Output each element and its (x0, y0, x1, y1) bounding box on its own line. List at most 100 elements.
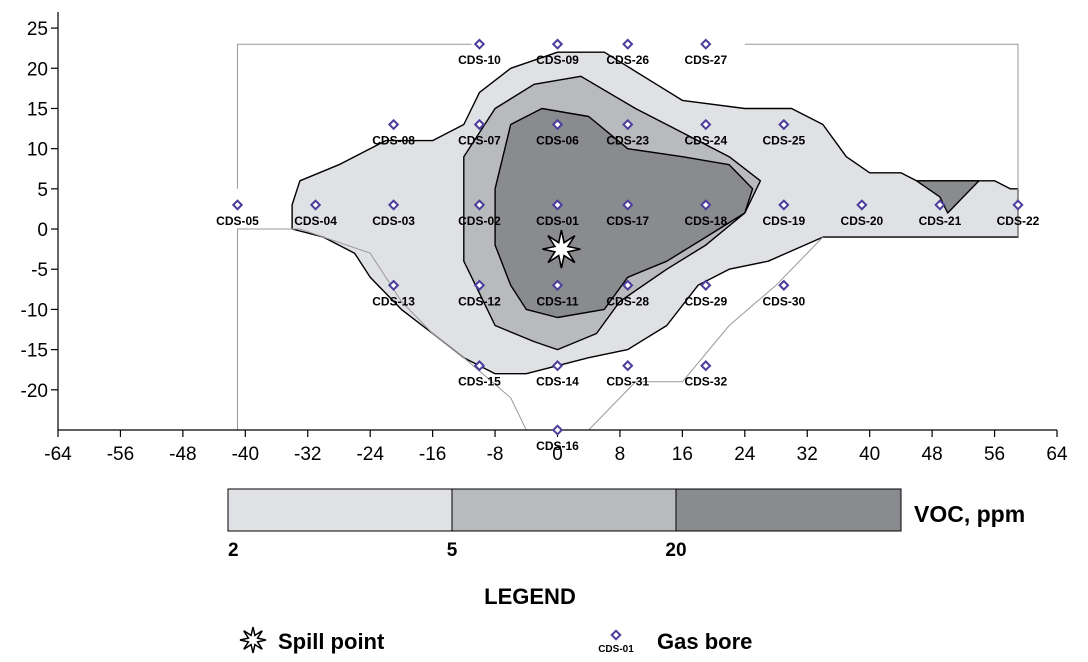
y-tick-label: -20 (21, 381, 48, 402)
bore-marker (473, 199, 486, 211)
gas-bore: CDS-03 (372, 199, 415, 228)
bore-marker (551, 199, 564, 211)
gas-bore: CDS-01 (536, 199, 579, 228)
legend-bore-label: Gas bore (657, 629, 752, 654)
gas-bore: CDS-13 (372, 279, 415, 308)
bore-marker (700, 279, 712, 291)
bore-label: CDS-09 (536, 53, 579, 67)
boundary-segment (744, 43, 1019, 238)
y-tick-label: 5 (37, 180, 48, 201)
gas-bore: CDS-23 (606, 118, 649, 148)
bore-label: CDS-18 (684, 214, 727, 228)
gas-bore: CDS-11 (536, 279, 579, 308)
bore-marker (551, 118, 564, 131)
x-tick-label: 0 (552, 444, 563, 465)
bore-label: CDS-10 (458, 53, 501, 67)
boundary-segment (588, 236, 824, 431)
x-tick-label: -32 (294, 444, 321, 465)
y-tick-label: 0 (37, 220, 48, 241)
gas-bore: CDS-09 (536, 38, 579, 67)
bore-label: CDS-14 (536, 375, 579, 389)
bore-label: CDS-07 (458, 134, 501, 148)
bore-label: CDS-03 (372, 214, 415, 228)
x-tick-label: -8 (487, 444, 504, 465)
x-tick-label: 56 (984, 444, 1005, 465)
bore-label: CDS-20 (841, 214, 884, 228)
x-tick-label: -56 (107, 444, 134, 465)
bore-marker (622, 118, 634, 131)
x-tick-label: 8 (615, 444, 626, 465)
colorbar-label-2: 2 (228, 540, 239, 561)
legend-bore-sample-id: CDS-01 (598, 644, 634, 655)
bore-marker (473, 360, 486, 372)
x-tick-label: 48 (922, 444, 943, 465)
bore-marker (473, 118, 486, 131)
y-tick-label: 10 (27, 140, 48, 161)
bore-label: CDS-04 (294, 214, 337, 228)
bore-marker (1012, 199, 1024, 211)
bore-label: CDS-06 (536, 134, 579, 148)
gas-bore: CDS-07 (458, 118, 501, 148)
bore-label: CDS-29 (684, 294, 727, 308)
gas-bore: CDS-26 (606, 38, 649, 67)
gas-bore: CDS-29 (684, 279, 727, 308)
bore-marker (551, 279, 564, 291)
axes: -64 -56 -48 -40 -32 -24 -16 -8 0 8 16 24 32 40 48 56 64 2… (21, 12, 1068, 465)
gas-bore: CDS-12 (458, 279, 501, 308)
bore-label: CDS-30 (762, 294, 805, 308)
bore-label: CDS-13 (372, 294, 415, 308)
legend-spill-label: Spill point (278, 629, 385, 654)
bore-diamond-icon (610, 629, 622, 641)
legend-title: LEGEND (484, 584, 576, 609)
legend-bore-entry: CDS-01 Gas bore (598, 629, 752, 655)
x-tick-label: 16 (672, 444, 693, 465)
bore-marker (934, 199, 946, 211)
bore-marker (387, 279, 400, 291)
gas-bore: CDS-16 (536, 424, 579, 453)
colorbar-unit-label: VOC, ppm (914, 501, 1025, 527)
colorbar-label-5: 5 (447, 540, 458, 561)
bore-label: CDS-31 (606, 375, 649, 389)
bore-label: CDS-26 (606, 53, 649, 67)
gas-bore: CDS-02 (458, 199, 501, 228)
bore-marker (473, 279, 486, 291)
bore-marker (700, 118, 712, 131)
bore-label: CDS-28 (606, 294, 649, 308)
bore-marker (700, 360, 712, 372)
bore-label: CDS-08 (372, 134, 415, 148)
bore-label: CDS-11 (536, 294, 578, 308)
colorbar-band-20-plus (675, 488, 902, 532)
gas-bore: CDS-21 (919, 199, 962, 228)
boundary-segment (237, 228, 527, 431)
bore-label: CDS-12 (458, 294, 501, 308)
x-tick-label: 64 (1046, 444, 1068, 465)
y-tick-label: 25 (27, 19, 48, 40)
y-tick-label: -10 (21, 300, 48, 321)
bore-marker (856, 199, 868, 211)
gas-bore: CDS-17 (606, 199, 649, 228)
colorbar-label-20: 20 (665, 540, 686, 561)
bore-label: CDS-02 (458, 214, 501, 228)
colorbar: 2 5 20 VOC, ppm (227, 488, 1025, 561)
bore-label: CDS-01 (536, 214, 579, 228)
colorbar-band-5-20 (451, 488, 677, 532)
bore-marker (473, 38, 486, 50)
bore-marker (778, 279, 790, 291)
colorbar-band-2-5 (227, 488, 453, 532)
gas-bores: CDS-01 CDS-02 CDS-03 CDS-04 CDS-05 CDS-06 CDS-… (216, 38, 1040, 453)
site-boundary (237, 43, 1019, 431)
contour-level-20 (494, 107, 754, 319)
gas-bore: CDS-28 (606, 279, 649, 308)
bore-marker (622, 38, 634, 50)
gas-bore: CDS-32 (684, 360, 727, 389)
spill-point-marker (542, 229, 581, 269)
legend-spill-entry: Spill point (239, 626, 385, 654)
spill-point-star (542, 229, 581, 269)
gas-bore: CDS-06 (536, 118, 579, 148)
y-tick-label: -5 (31, 260, 48, 281)
gas-bore: CDS-05 (216, 199, 259, 228)
gas-bore: CDS-31 (606, 360, 649, 389)
spill-star-icon (239, 626, 267, 654)
contour-layer (291, 51, 1019, 375)
